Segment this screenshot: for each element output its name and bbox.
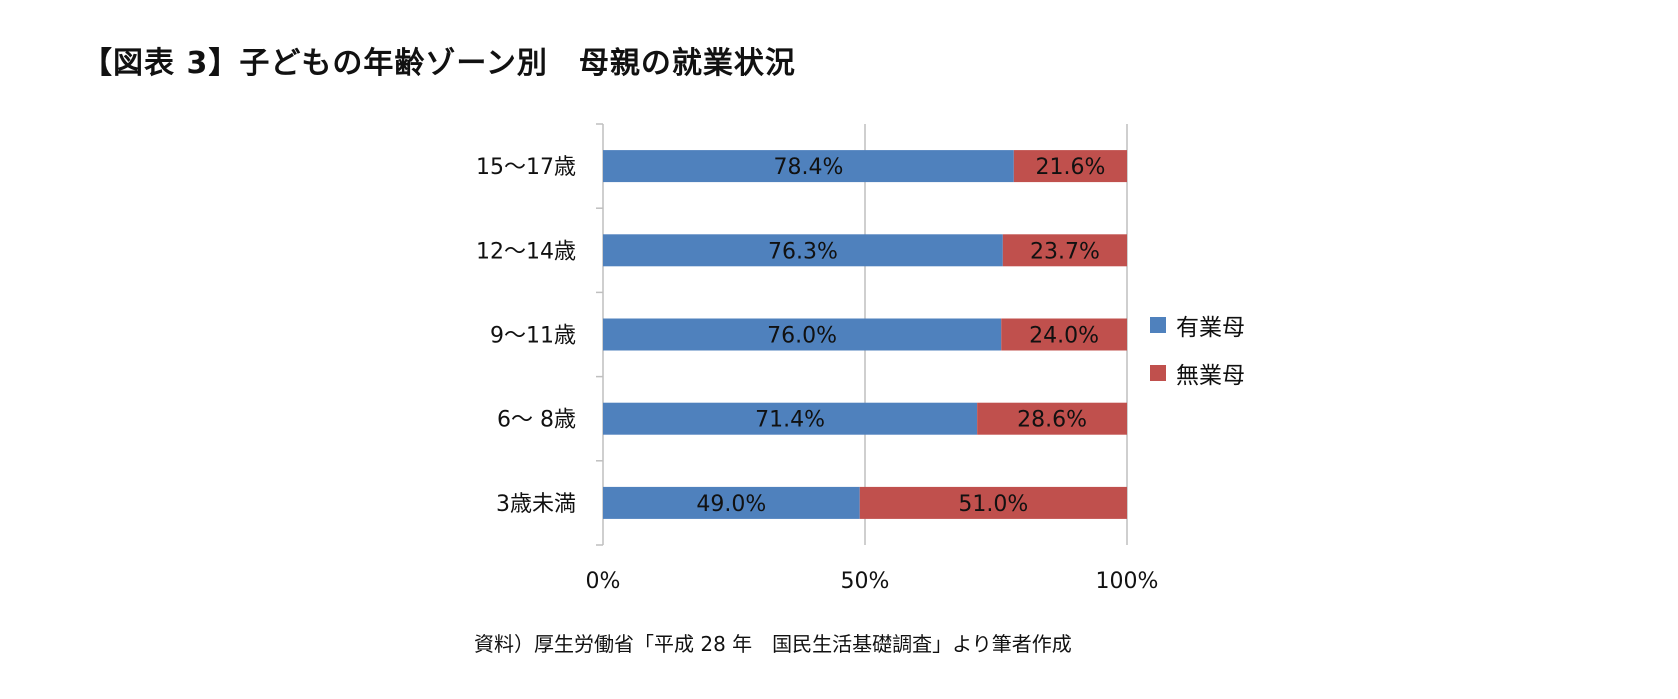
category-label: 3歳未満 xyxy=(496,492,576,517)
legend-swatch-unemployed xyxy=(1150,365,1166,381)
bar-segment xyxy=(859,486,1127,519)
x-tick-label: 50% xyxy=(841,569,890,594)
category-label: 12〜14歳 xyxy=(476,239,576,264)
bar-segment xyxy=(603,234,1003,267)
bar-segment xyxy=(1013,150,1127,183)
data-label: 21.6% xyxy=(1035,155,1105,180)
data-label: 49.0% xyxy=(696,492,766,517)
legend: 有業母 無業母 xyxy=(1150,310,1245,406)
legend-item-unemployed: 無業母 xyxy=(1150,358,1245,389)
bar-segment xyxy=(977,402,1127,435)
bar-segment xyxy=(603,486,860,519)
category-label: 9〜11歳 xyxy=(490,324,576,349)
category-label: 15〜17歳 xyxy=(476,155,576,180)
data-label: 71.4% xyxy=(755,408,825,433)
legend-label-employed: 有業母 xyxy=(1176,315,1245,341)
legend-label-unemployed: 無業母 xyxy=(1176,363,1245,389)
data-label: 76.0% xyxy=(767,324,837,349)
bar-segment xyxy=(603,318,1002,351)
bar-segment xyxy=(603,402,978,435)
data-label: 28.6% xyxy=(1017,408,1087,433)
source-note: 資料）厚生労働省「平成 28 年 国民生活基礎調査」より筆者作成 xyxy=(474,632,1072,656)
bar-segment xyxy=(1001,318,1127,351)
data-label: 78.4% xyxy=(773,155,843,180)
data-label: 24.0% xyxy=(1029,324,1099,349)
bar-segment xyxy=(1002,234,1127,267)
x-tick-label: 0% xyxy=(586,569,621,594)
category-label: 6〜 8歳 xyxy=(497,408,576,433)
data-label: 51.0% xyxy=(958,492,1028,517)
figure-title: 【図表 3】子どもの年齢ゾーン別 母親の就業状況 xyxy=(82,46,796,81)
bar-segment xyxy=(603,150,1014,183)
x-tick-label: 100% xyxy=(1096,569,1159,594)
data-label: 76.3% xyxy=(768,239,838,264)
legend-item-employed: 有業母 xyxy=(1150,310,1245,341)
legend-swatch-employed xyxy=(1150,317,1166,333)
data-label: 23.7% xyxy=(1030,239,1100,264)
